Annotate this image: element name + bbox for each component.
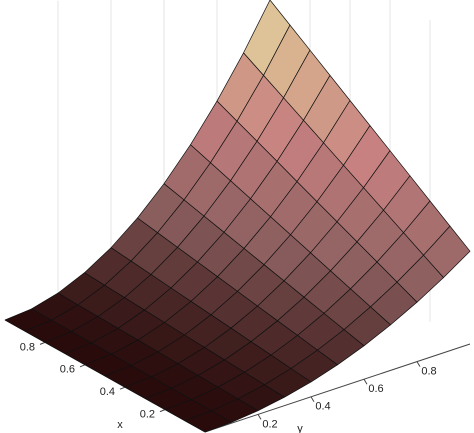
y-tick bbox=[363, 378, 368, 385]
y-tick bbox=[257, 414, 262, 420]
y-tick-label: 0.2 bbox=[262, 418, 277, 430]
x-tick bbox=[159, 409, 166, 413]
x-tick bbox=[119, 386, 126, 390]
y-axis-label: y bbox=[297, 423, 303, 433]
x-tick-label: 0.2 bbox=[140, 409, 155, 421]
x-tick-label: 0.4 bbox=[100, 386, 115, 398]
axis-line bbox=[204, 343, 471, 433]
x-axis-label: x bbox=[117, 419, 123, 431]
y-tick bbox=[416, 361, 421, 367]
x-tick-label: 0.8 bbox=[20, 341, 35, 353]
surface-face bbox=[184, 410, 232, 433]
y-tick bbox=[310, 396, 315, 403]
y-tick-label: 0.8 bbox=[421, 366, 436, 378]
x-tick bbox=[39, 341, 46, 345]
x-tick-label: 0.6 bbox=[60, 364, 75, 376]
y-tick-label: 0.4 bbox=[315, 401, 330, 413]
x-tick bbox=[79, 364, 86, 368]
y-tick-label: 0.6 bbox=[368, 383, 383, 395]
